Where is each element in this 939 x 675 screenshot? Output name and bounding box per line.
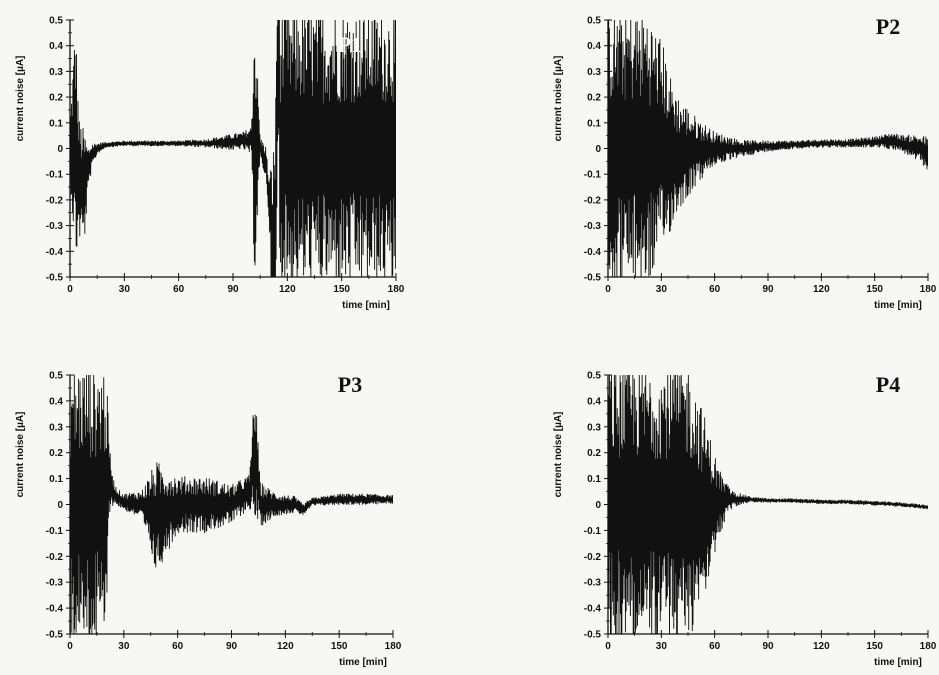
panel-title: P3: [338, 372, 362, 397]
y-tick-label: -0.3: [584, 578, 602, 589]
x-tick-label: 30: [118, 641, 130, 652]
y-tick-label: 0: [57, 500, 63, 511]
y-tick-label: 0.3: [587, 67, 601, 78]
y-tick-label: 0.1: [49, 118, 63, 129]
y-tick-label: 0.4: [587, 41, 601, 52]
chart-panel-3: 0.50.40.30.20.10-0.1-0.2-0.3-0.4-0.50 30 6…: [15, 371, 402, 669]
y-tick-label: -0.5: [584, 630, 602, 641]
chart-panel-2: 0.50.40.30.20.10-0.1-0.2-0.3-0.4-0.50 30 6…: [553, 14, 937, 311]
x-tick-label: 90: [226, 641, 238, 652]
x-tick-label: 180: [388, 284, 405, 295]
y-tick-label: -0.1: [46, 526, 64, 537]
x-tick-label: 60: [172, 641, 184, 652]
x-axis-label: time [min]: [874, 300, 922, 311]
x-tick-label: 120: [279, 284, 296, 295]
x-tick-label: 0: [67, 284, 73, 295]
x-tick-label: 150: [333, 284, 350, 295]
y-tick-label: -0.1: [584, 526, 602, 537]
x-tick-label: 60: [709, 284, 721, 295]
panel-title: P4: [876, 372, 900, 397]
x-tick-label: 30: [119, 284, 131, 295]
y-axis-label: current noise [µA]: [553, 412, 564, 498]
y-axis-label: current noise [µA]: [15, 56, 26, 142]
y-tick-label: -0.4: [46, 604, 64, 615]
panel-title: P2: [876, 14, 900, 39]
y-tick-label: 0.4: [49, 396, 63, 407]
y-axis-label: current noise [µA]: [553, 56, 564, 142]
x-tick-label: 150: [866, 284, 883, 295]
noise-trace: [608, 20, 928, 277]
y-tick-label: 0.1: [587, 118, 601, 129]
y-tick-label: 0.1: [587, 474, 601, 485]
x-tick-label: 30: [656, 641, 668, 652]
x-tick-label: 150: [866, 641, 883, 652]
y-tick-label: 0: [595, 500, 601, 511]
y-tick-label: 0.5: [49, 16, 63, 27]
y-tick-label: 0.5: [587, 16, 601, 27]
y-tick-label: 0.2: [587, 93, 601, 104]
x-tick-label: 0: [605, 284, 611, 295]
x-tick-label: 0: [605, 641, 611, 652]
y-tick-label: -0.3: [46, 221, 64, 232]
y-tick-label: 0.4: [587, 396, 601, 407]
y-tick-label: -0.5: [46, 630, 64, 641]
y-axis-label: current noise [µA]: [15, 412, 26, 498]
y-tick-label: 0.3: [587, 422, 601, 433]
y-tick-label: 0.2: [49, 93, 63, 104]
y-tick-label: -0.2: [584, 552, 602, 563]
panel-title: P1: [338, 32, 362, 57]
x-tick-label: 120: [277, 641, 294, 652]
y-tick-label: 0.5: [49, 371, 63, 382]
y-tick-label: 0: [57, 144, 63, 155]
x-axis-label: time [min]: [874, 657, 922, 668]
noise-trace: [608, 375, 928, 634]
noise-trace: [70, 20, 396, 277]
x-tick-label: 60: [709, 641, 721, 652]
x-tick-label: 90: [762, 641, 774, 652]
y-tick-label: -0.5: [584, 273, 602, 284]
y-tick-label: -0.5: [46, 273, 64, 284]
y-tick-label: -0.2: [46, 552, 64, 563]
x-tick-label: 180: [920, 284, 937, 295]
x-tick-label: 120: [813, 284, 830, 295]
y-tick-label: 0.1: [49, 474, 63, 485]
x-tick-label: 30: [656, 284, 668, 295]
x-axis-label: time [min]: [342, 300, 390, 311]
x-tick-label: 120: [813, 641, 830, 652]
x-tick-label: 150: [331, 641, 348, 652]
y-tick-label: 0: [595, 144, 601, 155]
x-tick-label: 60: [173, 284, 185, 295]
x-tick-label: 90: [227, 284, 239, 295]
x-axis-label: time [min]: [339, 657, 387, 668]
y-tick-label: 0.2: [587, 448, 601, 459]
x-tick-label: 180: [385, 641, 402, 652]
y-tick-label: -0.2: [46, 195, 64, 206]
y-tick-label: -0.1: [46, 170, 64, 181]
y-tick-label: -0.2: [584, 195, 602, 206]
chart-panel-4: 0.50.40.30.20.10-0.1-0.2-0.3-0.4-0.50 30 6…: [553, 371, 937, 669]
chart-panel-1: 0.50.40.30.20.10-0.1-0.2-0.3-0.4-0.50 30 6…: [15, 16, 405, 312]
y-tick-label: 0.4: [49, 41, 63, 52]
noise-trace: [70, 375, 393, 634]
y-tick-label: -0.4: [46, 247, 64, 258]
y-tick-label: -0.4: [584, 247, 602, 258]
y-tick-label: 0.3: [49, 422, 63, 433]
y-tick-label: -0.4: [584, 604, 602, 615]
x-tick-label: 90: [762, 284, 774, 295]
y-tick-label: 0.3: [49, 67, 63, 78]
y-tick-label: -0.1: [584, 170, 602, 181]
y-tick-label: -0.3: [584, 221, 602, 232]
y-tick-label: 0.5: [587, 371, 601, 382]
y-tick-label: 0.2: [49, 448, 63, 459]
x-tick-label: 180: [920, 641, 937, 652]
x-tick-label: 0: [67, 641, 73, 652]
y-tick-label: -0.3: [46, 578, 64, 589]
